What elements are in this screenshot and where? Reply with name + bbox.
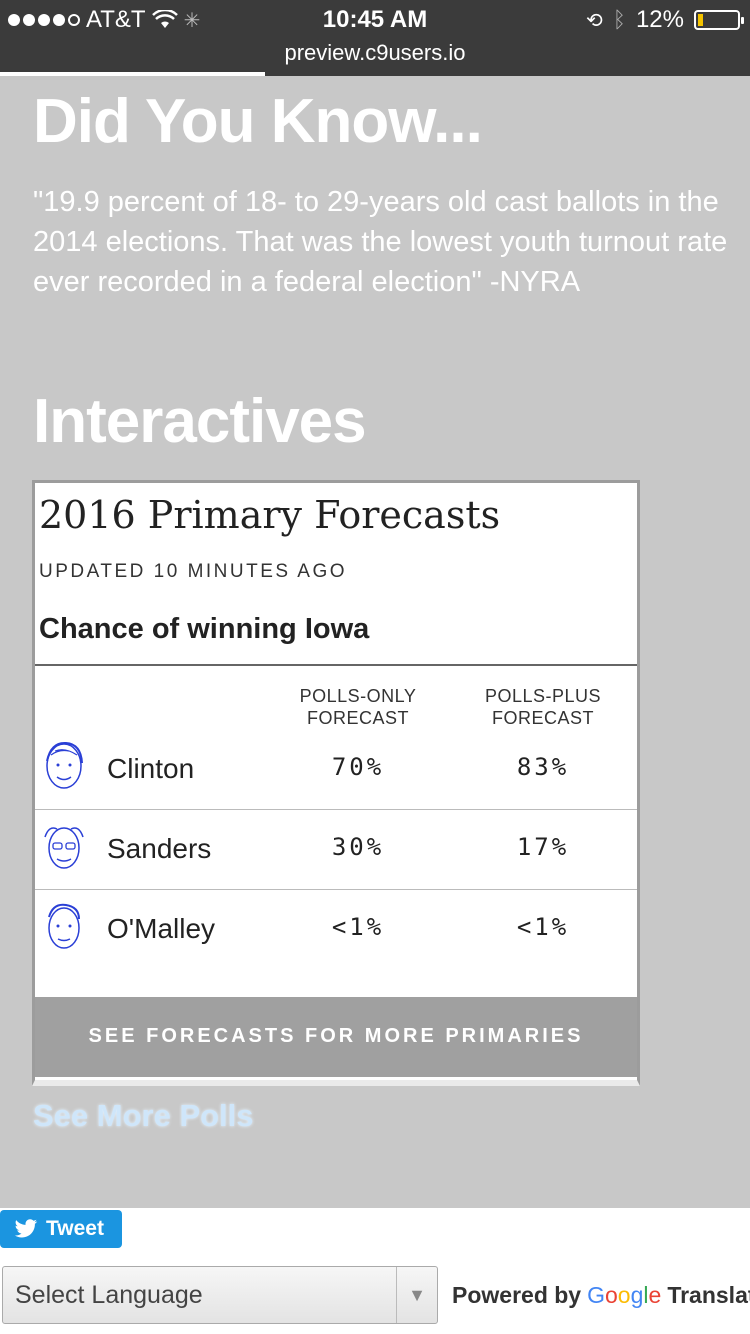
orientation-lock-icon: ⟲ [585,9,603,32]
tweet-button[interactable]: Tweet [0,1210,122,1248]
candidate-name: O'Malley [107,913,216,944]
carrier-label: AT&T [86,6,146,33]
loading-spinner-icon: ✳ [183,9,201,32]
status-right: ⟲ ᛒ 12% [585,6,744,34]
clinton-portrait-icon [46,741,83,789]
youth-turnout-quote: "19.9 percent of 18- to 29-years old cas… [33,186,728,298]
battery-icon [694,10,744,30]
table-row: Clinton 70% 83% [35,731,637,811]
candidate-name: Clinton [107,753,195,784]
table-row: O'Malley <1% <1% [35,891,637,971]
see-more-forecasts-button[interactable]: SEE FORECASTS FOR MORE PRIMARIES [35,997,637,1077]
polls-plus-value: 17% [516,833,570,861]
translate-label: Translat [667,1282,750,1308]
widget-subtitle: Chance of winning Iowa [39,613,370,645]
col-header-polls-plus: POLLS-PLUS FORECAST [484,686,602,728]
polls-only-value: 30% [331,833,385,861]
omalley-portrait-icon [48,903,80,949]
language-select-value: Select Language [15,1281,203,1309]
google-translate-attribution[interactable]: Powered by Google Translat [452,1282,750,1309]
twitter-bird-icon [14,1219,38,1238]
polls-only-value: <1% [331,913,385,941]
table-row: Sanders 30% 17% [35,811,637,891]
signal-strength-icon [8,14,80,26]
bluetooth-icon: ᛒ [612,7,626,32]
chevron-down-icon[interactable]: ▼ [396,1267,437,1323]
polls-plus-value: 83% [516,753,570,781]
status-time: 10:45 AM [322,6,428,33]
language-select[interactable]: Select Language ▼ [2,1266,438,1324]
status-left: AT&T ✳ [8,6,200,34]
polls-plus-value: <1% [516,913,570,941]
primary-forecast-widget: 2016 Primary Forecasts UPDATED 10 MINUTE… [32,480,640,1086]
powered-by-label: Powered by [452,1282,582,1308]
col-header-polls-only: POLLS-ONLY FORECAST [299,686,417,728]
interactives-heading: Interactives [33,387,367,456]
see-more-polls-link[interactable]: See More Polls [33,1098,254,1133]
status-bar: AT&T ✳ 10:45 AM preview.c9users.io ⟲ ᛒ 1… [0,0,750,76]
sanders-portrait-icon [44,827,84,869]
divider [35,664,637,666]
widget-updated-label: UPDATED 10 MINUTES AGO [39,561,348,582]
candidate-name: Sanders [107,833,212,864]
page-load-progress [0,72,265,76]
google-logo: Google [587,1282,662,1308]
battery-percent: 12% [635,6,684,33]
address-bar-url[interactable]: preview.c9users.io [284,40,466,65]
footer: Tweet Select Language ▼ Powered by Googl… [0,1208,750,1334]
polls-only-value: 70% [331,753,385,781]
wifi-icon [151,10,178,28]
tweet-label: Tweet [46,1217,104,1240]
did-you-know-heading: Did You Know... [33,87,483,156]
widget-title: 2016 Primary Forecasts [39,493,501,537]
